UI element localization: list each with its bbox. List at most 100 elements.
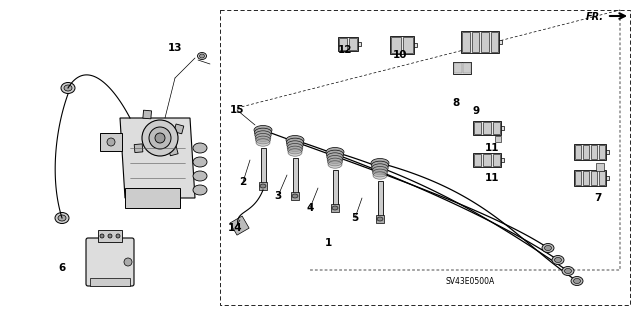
Bar — [462, 32, 470, 52]
Bar — [454, 63, 461, 73]
Bar — [339, 38, 347, 50]
Bar — [490, 32, 498, 52]
Ellipse shape — [200, 54, 205, 58]
Ellipse shape — [328, 158, 342, 166]
Ellipse shape — [198, 53, 207, 60]
Text: 9: 9 — [472, 106, 479, 116]
Bar — [90, 278, 130, 286]
Bar — [168, 146, 178, 156]
Ellipse shape — [116, 234, 120, 238]
Ellipse shape — [573, 278, 580, 284]
FancyBboxPatch shape — [86, 238, 134, 286]
Bar — [260, 148, 266, 186]
Bar — [493, 154, 500, 166]
Bar — [481, 32, 488, 52]
Bar — [125, 188, 180, 208]
Text: 4: 4 — [307, 203, 314, 213]
Bar — [606, 150, 609, 154]
Ellipse shape — [545, 246, 552, 250]
Bar — [143, 110, 152, 119]
Bar — [333, 170, 337, 208]
Text: 15: 15 — [230, 105, 244, 115]
Text: 14: 14 — [228, 223, 243, 233]
Text: 12: 12 — [338, 45, 352, 55]
Ellipse shape — [552, 256, 564, 264]
Bar — [259, 182, 267, 190]
Bar — [575, 171, 581, 185]
Text: 8: 8 — [452, 98, 460, 108]
Ellipse shape — [554, 257, 561, 263]
Text: 11: 11 — [484, 173, 499, 183]
Ellipse shape — [562, 266, 574, 276]
Text: 11: 11 — [484, 143, 499, 153]
Ellipse shape — [155, 133, 165, 143]
Ellipse shape — [61, 83, 75, 93]
Bar — [463, 63, 470, 73]
Ellipse shape — [288, 149, 302, 156]
Text: 5: 5 — [351, 213, 358, 223]
Bar — [591, 171, 597, 185]
Bar — [174, 124, 184, 134]
Polygon shape — [120, 118, 195, 198]
Ellipse shape — [287, 146, 302, 154]
Ellipse shape — [542, 243, 554, 253]
Bar — [376, 215, 384, 223]
Bar — [100, 133, 122, 151]
Ellipse shape — [193, 143, 207, 153]
Bar — [599, 171, 605, 185]
Text: 3: 3 — [275, 191, 282, 201]
Bar — [331, 204, 339, 212]
Text: 2: 2 — [239, 177, 246, 187]
Ellipse shape — [58, 215, 66, 221]
Bar — [574, 144, 606, 160]
Bar — [473, 121, 501, 135]
Bar — [493, 122, 500, 134]
Bar — [499, 40, 502, 44]
Ellipse shape — [64, 85, 72, 91]
Bar — [599, 145, 605, 159]
Text: SV43E0500A: SV43E0500A — [445, 278, 494, 286]
Ellipse shape — [328, 161, 342, 168]
Ellipse shape — [254, 125, 272, 135]
Ellipse shape — [286, 136, 304, 145]
Ellipse shape — [260, 184, 266, 188]
Bar — [390, 36, 414, 54]
Bar — [501, 158, 504, 162]
Text: FR.: FR. — [586, 12, 604, 22]
Ellipse shape — [287, 141, 303, 149]
Bar — [501, 126, 504, 130]
Ellipse shape — [100, 234, 104, 238]
Bar — [483, 154, 491, 166]
Bar — [403, 37, 413, 53]
Bar — [472, 32, 479, 52]
Bar — [461, 31, 499, 53]
Ellipse shape — [287, 144, 303, 152]
Ellipse shape — [332, 206, 338, 210]
Bar — [338, 37, 358, 51]
Bar — [574, 170, 606, 186]
Text: 13: 13 — [168, 43, 182, 53]
Ellipse shape — [287, 138, 303, 147]
Ellipse shape — [256, 139, 270, 146]
Ellipse shape — [255, 133, 271, 142]
Ellipse shape — [326, 150, 344, 159]
Ellipse shape — [107, 138, 115, 146]
Bar — [483, 122, 491, 134]
Bar — [414, 43, 417, 47]
Ellipse shape — [149, 127, 171, 149]
Bar — [495, 136, 501, 142]
Bar — [473, 153, 501, 167]
Ellipse shape — [571, 277, 583, 286]
Ellipse shape — [108, 234, 112, 238]
Bar — [453, 62, 471, 74]
Ellipse shape — [142, 120, 178, 156]
Ellipse shape — [255, 136, 270, 144]
Ellipse shape — [292, 194, 298, 198]
Bar — [292, 158, 298, 196]
Bar — [606, 176, 609, 180]
Bar — [358, 42, 361, 46]
Bar — [391, 37, 401, 53]
Bar — [230, 216, 249, 235]
Text: 7: 7 — [595, 193, 602, 203]
Text: 10: 10 — [393, 50, 407, 60]
